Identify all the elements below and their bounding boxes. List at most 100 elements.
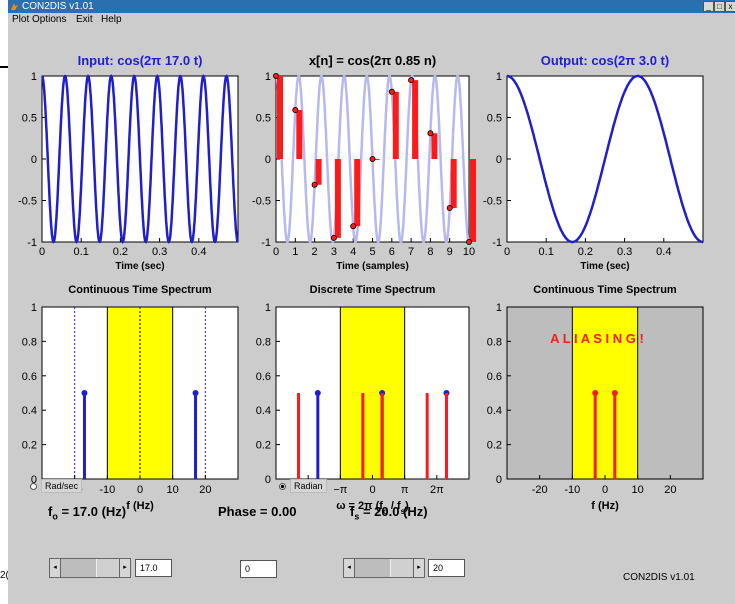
output-xtick-label: 0.1 [539,246,554,258]
dt-xlabel: ω = 2π (fo / fs) [336,500,409,516]
menu-plot-options[interactable]: Plot Options [12,14,67,25]
dt-stem-head-blue [314,390,321,396]
dt_spectrum-ytick-label: 0 [265,474,271,486]
input-signal-line [41,74,239,244]
ct_spectrum_out-ytick-label: 0.6 [487,371,502,383]
fs-input[interactable]: 20 [428,559,465,577]
ct_spectrum_out-ytick-label: 0 [496,474,502,486]
sample-marker [292,107,299,114]
fo-slider-right-arrow-icon[interactable]: ▸ [119,559,130,577]
radio-rad-sec-label: Rad/sec [41,479,83,493]
input-ytick-label: 0 [31,154,37,166]
discrete-xtick-label: 1 [292,246,298,258]
menu-bar: Plot Options Exit Help [8,13,735,27]
fs-slider-left-arrow-icon[interactable]: ◂ [344,559,355,577]
input-ytick-label: 1 [31,71,37,83]
sample-bar [277,76,283,159]
discrete-xtick-label: 10 [463,246,475,258]
dt-xlabel-part: o [383,507,388,516]
radio-rad-sec[interactable]: Rad/sec [30,479,83,493]
ct_spectrum_in-xtick-label: 10 [167,484,179,496]
ct_spectrum_in-xtick-label: -10 [99,484,115,496]
radio-radian[interactable]: Radian [279,479,327,493]
phase-input[interactable]: 0 [240,560,277,578]
dt-xlabel-part: s [401,507,406,516]
ct_spectrum_in-xtick-label: 0 [137,484,143,496]
discrete-ytick-label: 0.5 [256,113,271,125]
ct-out-stem-head [611,390,618,396]
fs-slider-thumb[interactable] [390,559,414,577]
output-xtick-label: 0 [504,246,510,258]
input-xtick-label: 0.3 [152,246,167,258]
ct_spectrum_in-ytick-label: 0.2 [22,440,37,452]
output-xtick-label: 0.4 [656,246,671,258]
sample-marker [272,73,279,80]
discrete-ytick-label: -1 [261,237,271,249]
output-xlabel: Time (sec) [580,261,629,272]
dt-xlabel-part: ) [405,500,409,512]
sample-bar [450,159,457,208]
background-fragment: 2( [0,570,9,581]
fo-slider-left-arrow-icon[interactable]: ◂ [50,559,61,577]
ct_spectrum_out-xtick-label: 20 [664,484,676,496]
discrete-xtick-label: 7 [408,246,414,258]
sample-marker [427,130,434,137]
fo-slider-thumb[interactable] [96,559,120,577]
aliasing-annotation: A L I A S I N G ! [550,331,644,346]
sample-marker [350,223,357,230]
input-xtick-label: 0 [39,246,45,258]
discrete-xlabel: Time (samples) [336,261,409,272]
discrete-ytick-label: -0.5 [252,196,271,208]
ct_spectrum_out-ytick-label: 0.8 [487,336,502,348]
dt_spectrum-ytick-label: 0.8 [256,336,271,348]
close-button[interactable]: x [725,1,735,12]
dt_spectrum-xtick-label: −π [333,484,347,496]
sample-bar [392,91,399,159]
fo-slider[interactable]: ◂ ▸ [49,558,131,578]
fo-input[interactable]: 17.0 [135,559,172,577]
discrete-xtick-label: 9 [447,246,453,258]
discrete-xtick-label: 3 [331,246,337,258]
input-xtick-label: 0.1 [74,246,89,258]
fo-label: fo = 17.0 (Hz) [48,504,127,522]
sample-marker [408,77,415,84]
dt_spectrum-ytick-label: 0.4 [256,405,271,417]
maximize-button[interactable]: □ [714,1,725,12]
sample-bar [354,159,361,227]
fs-slider[interactable]: ◂ ▸ [343,558,425,578]
ct_spectrum_out-ytick-label: 0.4 [487,405,502,417]
sample-bar [296,110,303,159]
output-ytick-label: 0.5 [487,113,502,125]
output-ytick-label: 0 [496,154,502,166]
ct_spectrum_in-ytick-label: 1 [31,302,37,314]
ct-in-stem-head [192,390,199,396]
output-xtick-label: 0.2 [578,246,593,258]
discrete-xtick-label: 6 [389,246,395,258]
ct-in-stem-head [81,390,88,396]
con2dis-window: CON2DIS v1.01 _ □ x Plot Options Exit He… [8,0,735,604]
sample-marker [330,234,337,241]
discrete-title: x[n] = cos(2π 0.85 n) [309,53,436,68]
dt-xlabel-part: / f [388,500,401,512]
dt_spectrum-xtick-label: π [401,484,409,496]
sample-marker [311,181,318,188]
discrete-xtick-label: 4 [350,246,356,258]
input-ytick-label: -1 [27,237,37,249]
discrete-ytick-label: 1 [265,71,271,83]
minimize-button[interactable]: _ [703,1,714,12]
discrete-ytick-label: 0 [265,154,271,166]
dt_spectrum-title: Discrete Time Spectrum [310,284,436,296]
radio-radian-dot[interactable] [279,483,286,491]
phase-label: Phase = 0.00 [218,504,297,519]
ct_spectrum_out-xtick-label: 10 [632,484,644,496]
radio-rad-sec-dot[interactable] [30,483,37,491]
fs-slider-right-arrow-icon[interactable]: ▸ [413,559,424,577]
menu-exit[interactable]: Exit [76,14,93,25]
dt-band [339,306,406,480]
ct-in-xlabel: f (Hz) [126,500,154,512]
ct_spectrum_in-title: Continuous Time Spectrum [68,284,212,296]
dt_spectrum-ytick-label: 0.6 [256,371,271,383]
sample-bar [431,133,438,159]
menu-help[interactable]: Help [101,14,122,25]
discrete-xtick-label: 8 [427,246,433,258]
